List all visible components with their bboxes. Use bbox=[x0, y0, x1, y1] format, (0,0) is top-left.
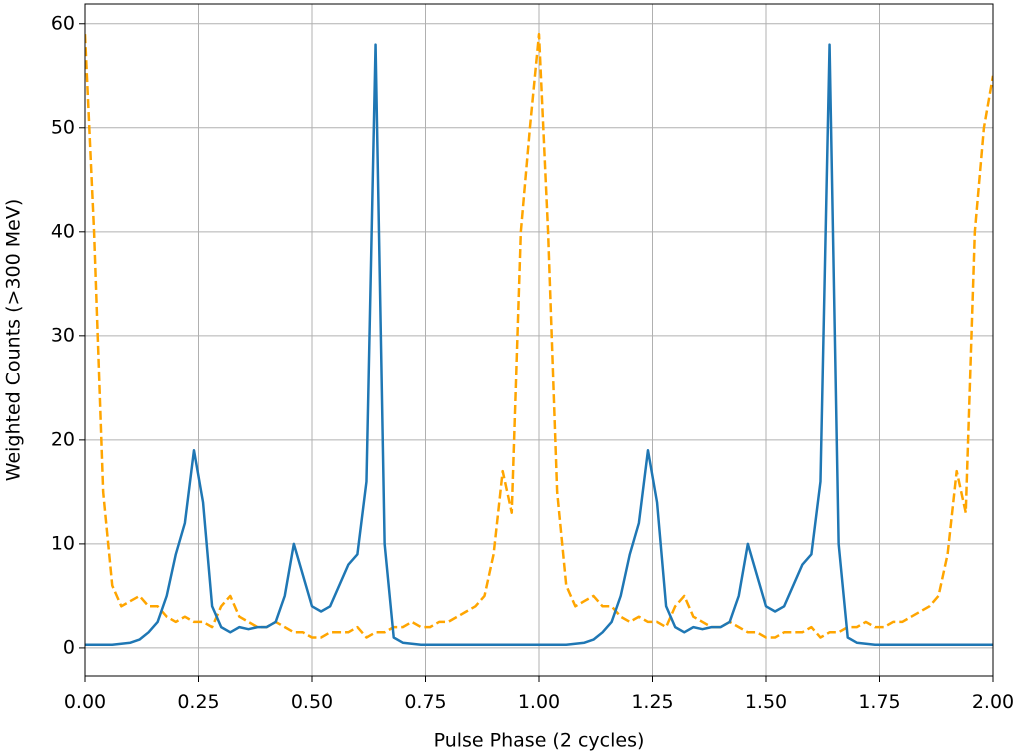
x-tick-label: 0.00 bbox=[64, 691, 106, 713]
x-tick-label: 0.75 bbox=[404, 691, 446, 713]
y-tick-label: 60 bbox=[51, 12, 75, 34]
x-tick-label: 0.50 bbox=[291, 691, 333, 713]
y-tick-label: 20 bbox=[51, 428, 75, 450]
x-tick-label: 1.75 bbox=[858, 691, 900, 713]
x-axis-label: Pulse Phase (2 cycles) bbox=[434, 730, 645, 752]
y-tick-label: 10 bbox=[51, 532, 75, 554]
x-tick-label: 1.00 bbox=[518, 691, 560, 713]
plot-frame bbox=[84, 3, 994, 677]
series-line bbox=[85, 43, 993, 647]
x-tick-label: 0.25 bbox=[177, 691, 219, 713]
series-line bbox=[85, 32, 993, 639]
y-tick-label: 0 bbox=[63, 636, 75, 658]
y-tick-label: 50 bbox=[51, 116, 75, 138]
x-tick-label: 1.25 bbox=[631, 691, 673, 713]
y-tick-label: 30 bbox=[51, 324, 75, 346]
y-tick-label: 40 bbox=[51, 220, 75, 242]
y-axis-label: Weighted Counts (>300 MeV) bbox=[3, 199, 25, 481]
x-tick-label: 2.00 bbox=[972, 691, 1014, 713]
x-tick-label: 1.50 bbox=[745, 691, 787, 713]
